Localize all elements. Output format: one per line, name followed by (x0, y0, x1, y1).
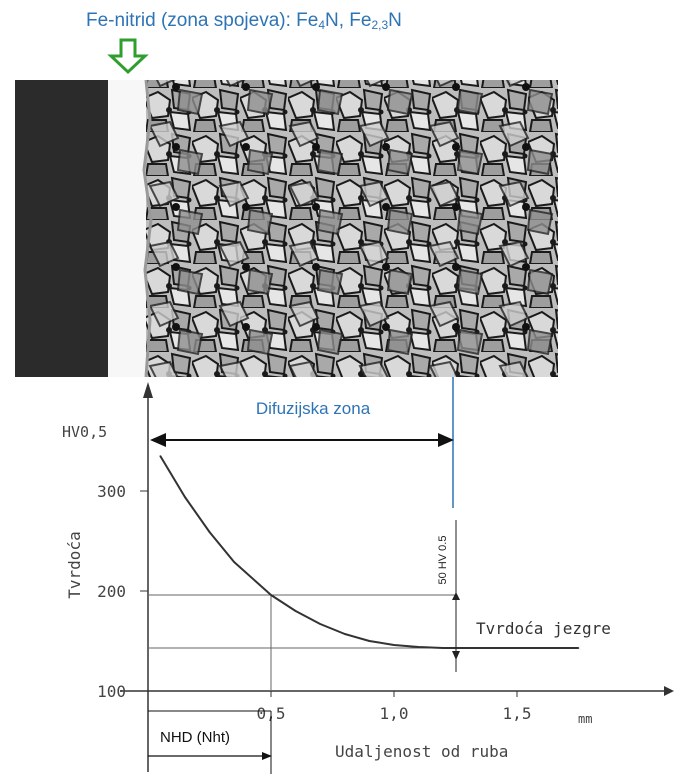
x-axis-unit: mm (578, 712, 592, 726)
nhd-label: NHD (Nht) (160, 729, 230, 746)
arrow-up-icon (452, 592, 460, 600)
nhd-arrow-icon (262, 752, 272, 760)
curve-point (159, 455, 162, 457)
chart-axes (120, 382, 674, 772)
micrograph (15, 79, 558, 378)
core-hardness-label: Tvrdoća jezgre (476, 619, 611, 638)
y-tick-label: 200 (97, 582, 126, 601)
diffusion-zone-label: Difuzijska zona (256, 399, 371, 418)
diffusion-zone-arrow (150, 433, 454, 447)
curve-point (516, 647, 518, 649)
y-axis-unit: HV0,5 (62, 423, 107, 441)
curve-point (257, 583, 260, 585)
y-tick-label: 100 (97, 682, 126, 701)
arrow-down-icon (452, 651, 460, 660)
curve-point (344, 633, 346, 635)
curve-point (368, 640, 371, 642)
down-arrow-icon (107, 38, 149, 75)
x-axis-arrow-icon (664, 686, 674, 696)
curve-point (294, 610, 297, 612)
curve-point (467, 647, 469, 649)
curve-point (270, 594, 272, 596)
curve-point (184, 496, 186, 498)
curve-point (208, 531, 211, 533)
compound-layer (108, 80, 146, 377)
delta-hardness-label: 50 HV 0.5 (437, 536, 449, 585)
curve-point (393, 644, 395, 646)
curve-point (442, 647, 445, 649)
x-tick-label: 1,5 (503, 704, 532, 723)
arrow-right-icon (438, 433, 454, 447)
compound-zone-label: Fe-nitrid (zona spojeva): Fe4N, Fe2,3N (86, 10, 402, 32)
nhd-bracket (148, 710, 272, 774)
curve-point (577, 647, 580, 649)
y-axis-arrow-icon (143, 382, 153, 398)
y-tick-label: 300 (97, 482, 126, 501)
curve-point (319, 623, 322, 625)
curve-point (417, 646, 420, 648)
x-tick-label: 1,0 (380, 704, 409, 723)
arrow-left-icon (150, 433, 166, 447)
embedding-region (15, 80, 110, 377)
delta-hardness-marker (452, 520, 460, 672)
x-axis-label: Udaljenost od ruba (335, 742, 508, 761)
curve-point (233, 561, 235, 563)
y-axis-label: Tvrdoća (65, 531, 84, 598)
